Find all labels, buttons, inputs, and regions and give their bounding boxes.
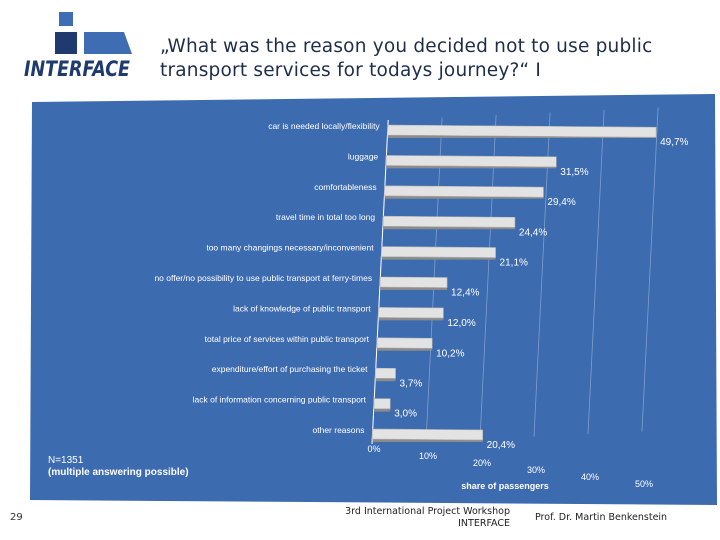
x-tick-label: 0% xyxy=(367,444,380,454)
logo-square-icon xyxy=(59,12,73,26)
bar-value-label: 3,7% xyxy=(400,378,423,389)
page-title: „What was the reason you decided not to … xyxy=(160,36,653,81)
interface-logo: INTERFACE xyxy=(24,12,132,81)
bar xyxy=(372,428,483,441)
logo-shape-icon xyxy=(84,32,132,54)
sample-note: N=1351 (multiple answering possible) xyxy=(48,455,189,479)
event-line-2: INTERFACE xyxy=(458,518,510,529)
bar xyxy=(373,398,391,410)
category-label: lack of knowledge of public transport xyxy=(233,303,371,313)
category-label: lack of information concerning public tr… xyxy=(193,395,367,405)
event-name: 3rd International Project Workshop INTER… xyxy=(320,506,510,530)
multiple-answers-note: (multiple answering possible) xyxy=(48,467,189,478)
x-axis-label: share of passengers xyxy=(461,481,549,491)
category-label: total price of services within public tr… xyxy=(205,334,370,344)
bar xyxy=(384,185,544,198)
bar-value-label: 10,2% xyxy=(436,348,464,359)
bar-value-label: 21,1% xyxy=(500,258,528,269)
bar xyxy=(381,246,496,258)
bar xyxy=(375,367,396,379)
logo-square-icon xyxy=(55,32,77,54)
chart-background xyxy=(30,94,717,505)
x-tick-label: 50% xyxy=(635,479,653,489)
bar xyxy=(376,337,433,349)
x-tick-label: 30% xyxy=(527,465,545,475)
grid-line xyxy=(641,107,659,432)
x-axis-ticks: 0% 10% 20% 30% 40% 50% xyxy=(367,444,653,489)
bar xyxy=(382,215,516,228)
logo-text: INTERFACE xyxy=(24,57,131,81)
bar xyxy=(387,124,657,138)
sample-size: N=1351 xyxy=(48,455,84,466)
bar-value-label: 3,0% xyxy=(394,409,417,420)
bar-value-label: 29,4% xyxy=(547,197,575,208)
category-labels: car is needed locally/flexibility luggage… xyxy=(154,121,380,435)
bar xyxy=(385,155,557,168)
bar-value-label: 12,4% xyxy=(451,288,479,299)
x-tick-label: 20% xyxy=(473,458,491,468)
bar-value-label: 31,5% xyxy=(560,167,588,178)
page-number: 29 xyxy=(10,512,23,523)
bar xyxy=(378,307,444,319)
category-label: luggage xyxy=(348,151,379,161)
x-tick-label: 40% xyxy=(581,472,599,482)
bar-value-label: 12,0% xyxy=(447,318,475,329)
bar-value-label: 24,4% xyxy=(519,227,547,238)
author: Prof. Dr. Martin Benkenstein xyxy=(535,512,668,523)
grid-line xyxy=(587,109,605,435)
bar-value-label: 49,7% xyxy=(660,137,688,148)
grid-line xyxy=(479,114,497,440)
category-label: other reasons xyxy=(313,425,365,435)
category-label: too many changings necessary/inconvenien… xyxy=(206,243,374,253)
category-label: expenditure/effort of purchasing the tic… xyxy=(212,364,368,374)
bars: 49,7% 31,5% 29,4% 24,4% 21,1% 12,4% 12,0% 10,2%… xyxy=(372,124,689,451)
category-label: travel time in total too long xyxy=(276,212,375,222)
event-line-1: 3rd International Project Workshop xyxy=(345,506,510,517)
bar xyxy=(379,276,448,288)
category-label: comfortableness xyxy=(314,182,376,192)
category-label: car is needed locally/flexibility xyxy=(268,121,380,131)
bar-value-label: 20,4% xyxy=(487,440,515,451)
x-tick-label: 10% xyxy=(419,451,437,461)
category-label: no offer/no possibility to use public tr… xyxy=(154,273,372,283)
